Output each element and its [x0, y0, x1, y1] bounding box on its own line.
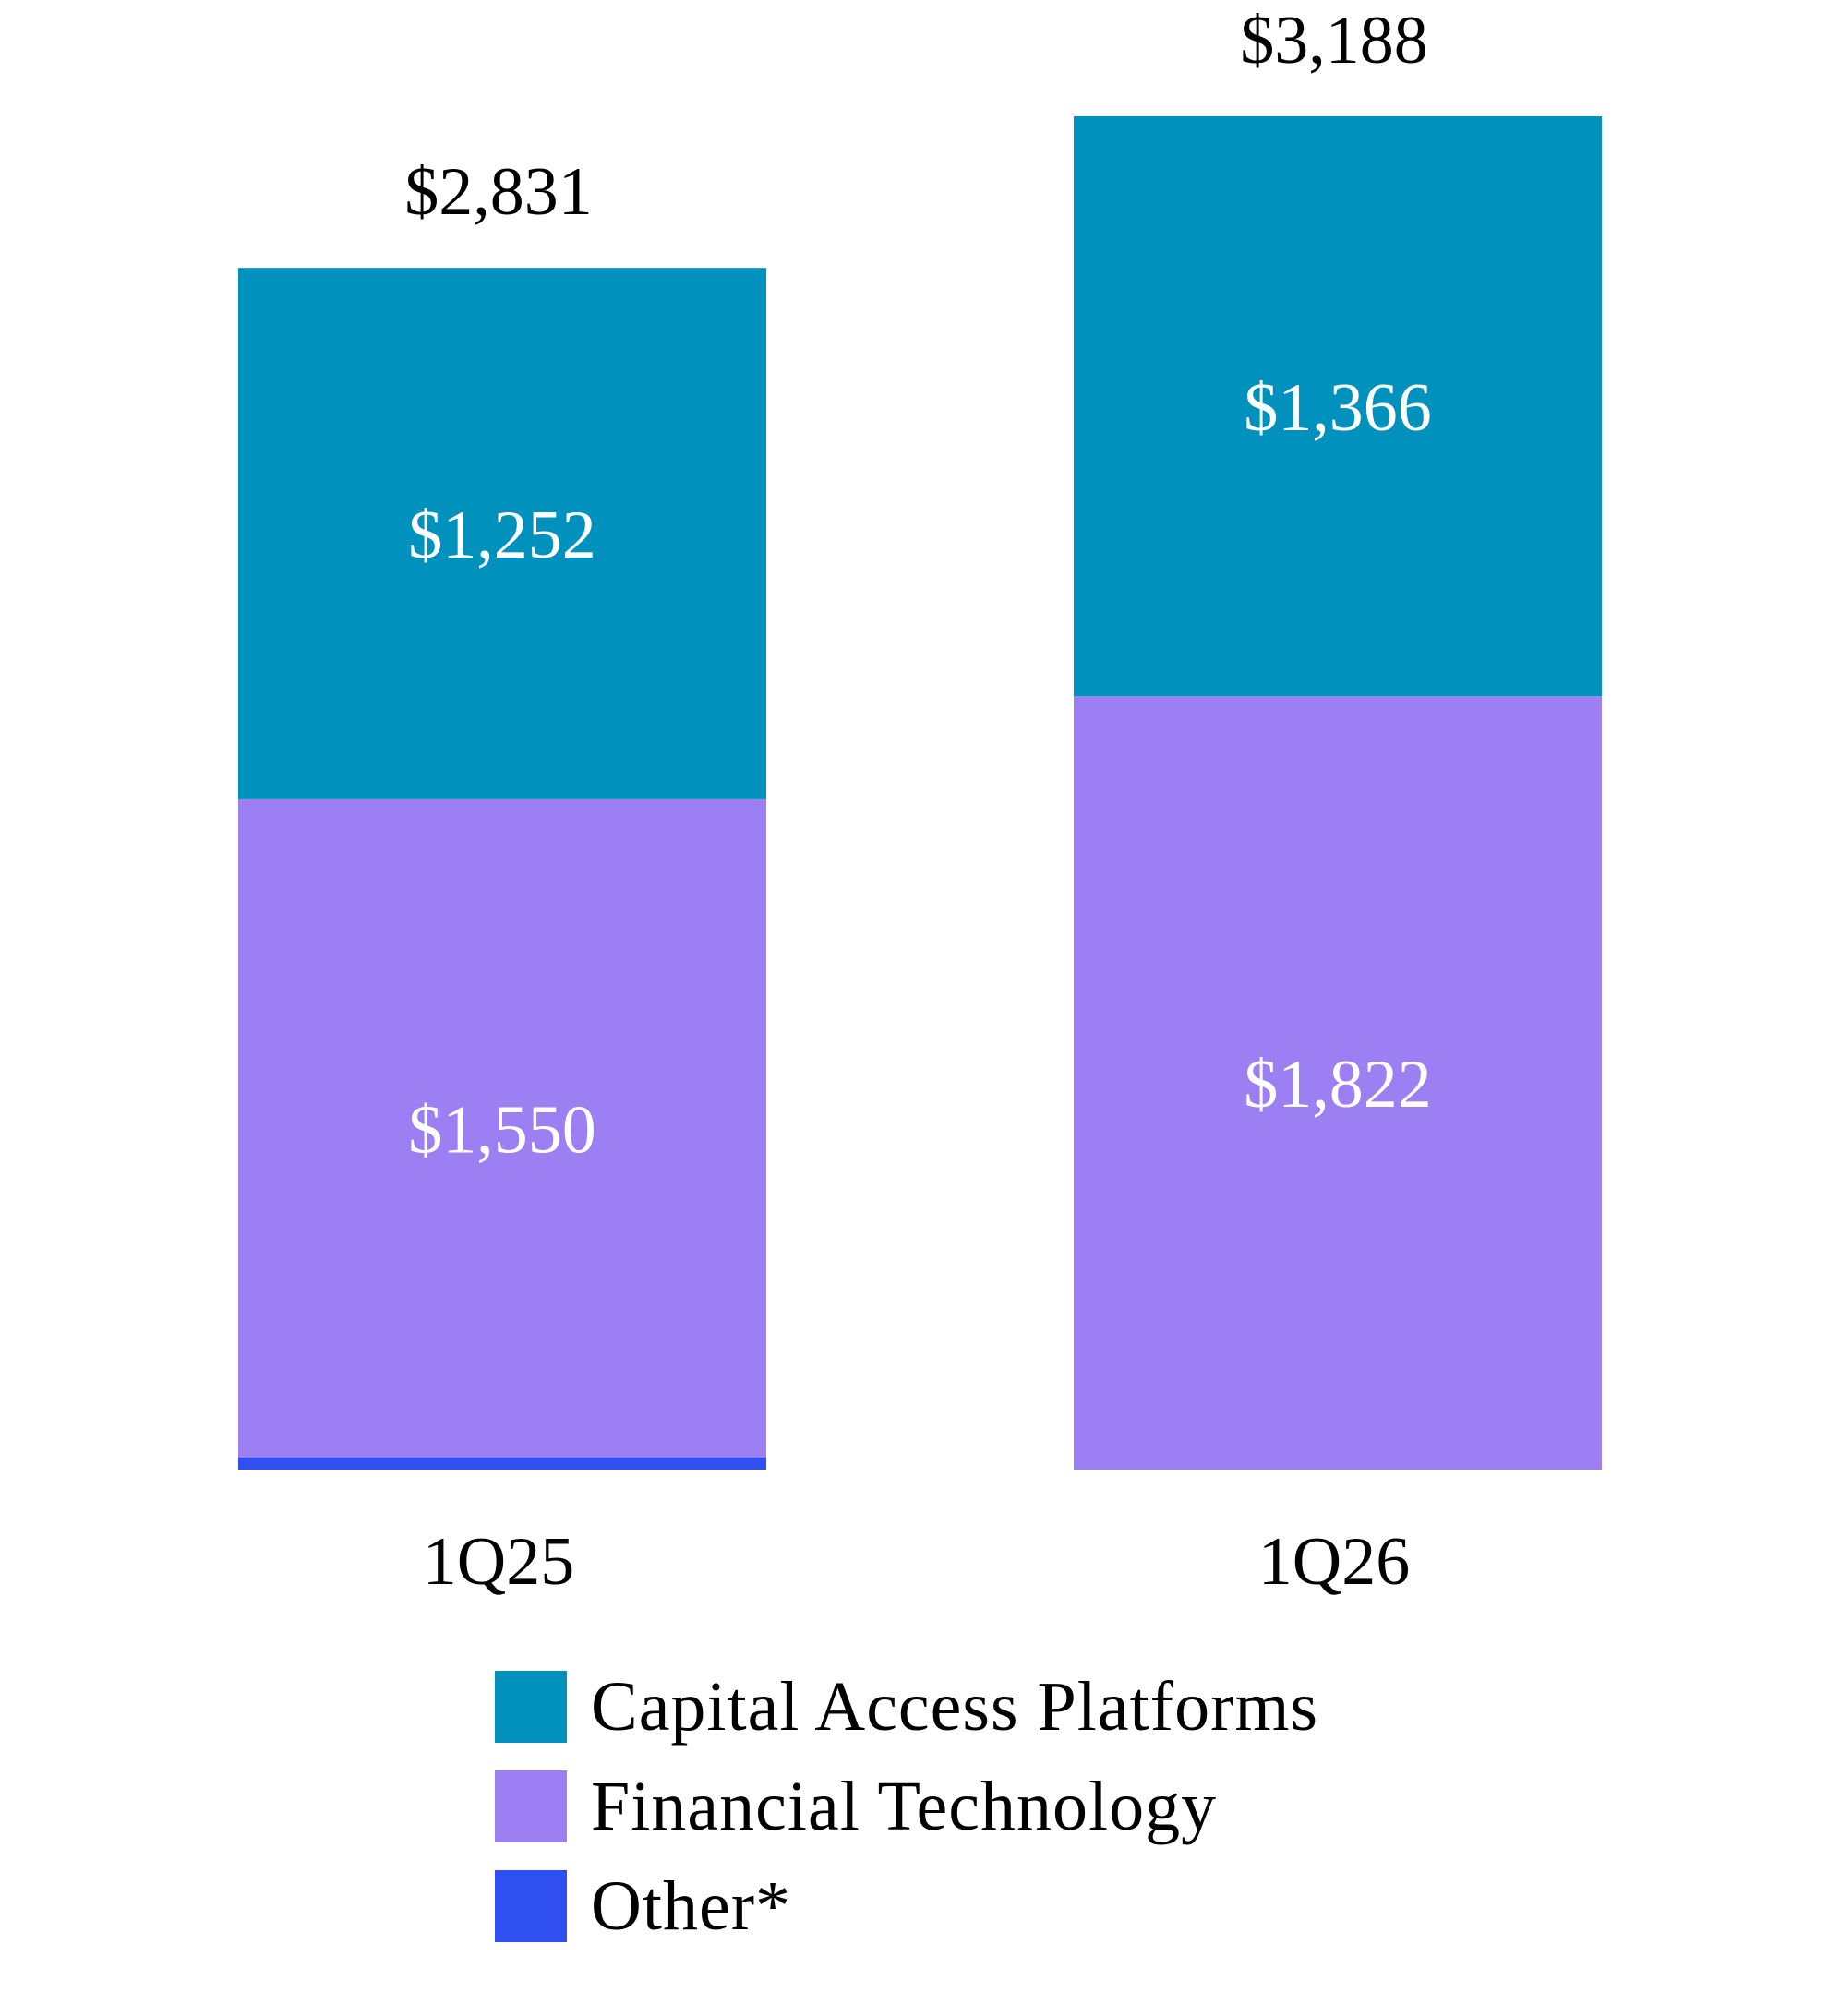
- bar-financial-technology-1q25: [238, 798, 766, 1458]
- legend-swatch-capital-access-platforms: [495, 1671, 567, 1743]
- data-label-financial-technology-1q25: $1,550: [408, 1092, 596, 1168]
- total-label-1q26: $3,188: [1240, 3, 1428, 78]
- data-label-capital-access-platforms-1q25: $1,252: [408, 498, 596, 573]
- legend-label-capital-access-platforms: Capital Access Platforms: [591, 1668, 1318, 1746]
- x-tick-label-1q25: 1Q25: [423, 1524, 574, 1600]
- legend-label-financial-technology: Financial Technology: [591, 1768, 1217, 1845]
- legend-label-other: Other*: [591, 1867, 791, 1945]
- data-label-capital-access-platforms-1q26: $1,366: [1244, 370, 1432, 446]
- bar-financial-technology-1q26: [1074, 696, 1602, 1470]
- total-label-1q25: $2,831: [404, 154, 593, 230]
- legend: Capital Access Platforms Financial Techno…: [495, 1668, 1318, 1945]
- legend-item-capital-access-platforms: Capital Access Platforms: [495, 1668, 1318, 1746]
- bar-capital-access-platforms-1q26: [1074, 116, 1602, 697]
- data-label-financial-technology-1q26: $1,822: [1244, 1047, 1432, 1122]
- legend-swatch-financial-technology: [495, 1770, 567, 1842]
- labels-layer: $1,550 $1,252 $2,831 1Q25 $1,822 $1,366 $3,188…: [404, 3, 1432, 1600]
- bar-other-1q25: [238, 1457, 766, 1470]
- legend-swatch-other: [495, 1870, 567, 1942]
- legend-item-financial-technology: Financial Technology: [495, 1768, 1217, 1845]
- legend-item-other: Other*: [495, 1867, 791, 1945]
- bars-layer: [238, 116, 1602, 1470]
- x-tick-label-1q26: 1Q26: [1258, 1524, 1410, 1600]
- bar-capital-access-platforms-1q25: [238, 268, 766, 799]
